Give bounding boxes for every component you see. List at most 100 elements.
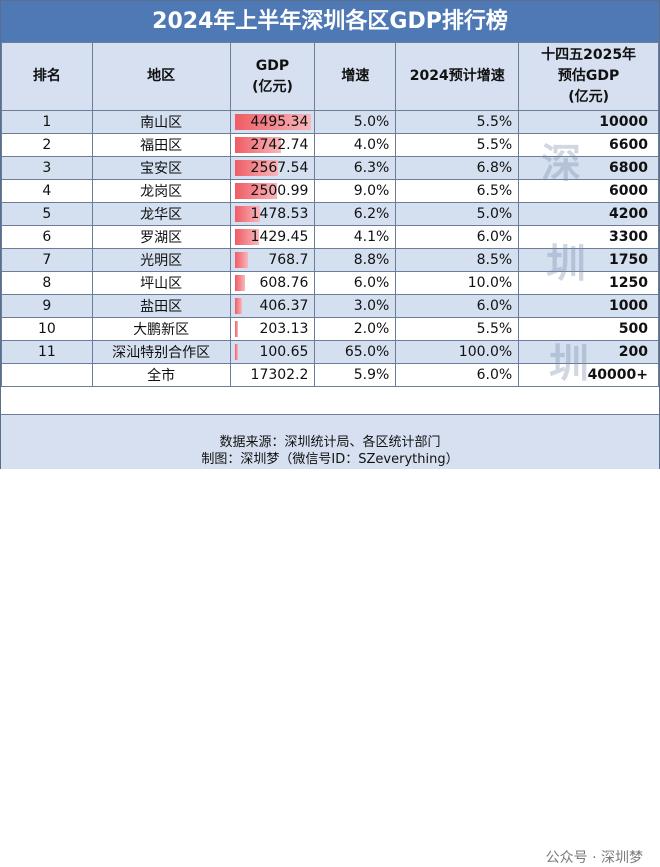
account-watermark: 公众号 · 深圳梦 xyxy=(545,850,643,866)
table-row: 6 罗湖区 1429.45 4.1% 6.0% 3300 xyxy=(1,225,659,249)
growth-cell: 4.0% xyxy=(314,133,397,157)
header-rank: 排名 xyxy=(1,42,93,111)
gdp-bar xyxy=(234,114,311,130)
growth-cell: 2.0% xyxy=(314,317,397,341)
district-cell: 坪山区 xyxy=(91,271,231,295)
rank-cell: 6 xyxy=(1,225,93,249)
estimate-cell: 1250 xyxy=(518,271,659,295)
rank-cell: 1 xyxy=(1,110,93,134)
gdp-bar xyxy=(234,229,259,245)
forecast-cell: 8.5% xyxy=(395,248,520,272)
growth-cell: 6.0% xyxy=(314,271,397,295)
estimate-cell: 6600 xyxy=(518,133,659,157)
estimate-cell: 6800 xyxy=(518,156,659,180)
gdp-cell: 2567.54 xyxy=(229,156,316,180)
district-cell: 龙华区 xyxy=(91,202,231,226)
header-gdp-line1: GDP xyxy=(255,57,290,74)
total-growth-cell: 5.9% xyxy=(314,363,397,387)
gdp-bar xyxy=(234,252,248,268)
gdp-cell: 608.76 xyxy=(229,271,316,295)
gdp-cell: 2500.99 xyxy=(229,179,316,203)
header-growth: 增速 xyxy=(314,42,397,111)
gdp-cell: 4495.34 xyxy=(229,110,316,134)
total-rank-cell xyxy=(1,363,93,387)
rank-cell: 8 xyxy=(1,271,93,295)
growth-cell: 6.2% xyxy=(314,202,397,226)
estimate-cell: 500 xyxy=(518,317,659,341)
growth-cell: 8.8% xyxy=(314,248,397,272)
gdp-bar xyxy=(234,183,277,199)
district-cell: 大鹏新区 xyxy=(91,317,231,341)
gdp-value: 4495.34 xyxy=(250,114,309,130)
header-est-line1: 十四五2025年 xyxy=(541,47,637,63)
gdp-value: 2567.54 xyxy=(250,160,309,176)
estimate-cell: 200 xyxy=(518,340,659,364)
forecast-cell: 6.0% xyxy=(395,294,520,318)
footer-author: 制图：深圳梦（微信号ID：SZeverything） xyxy=(201,452,459,467)
growth-cell: 6.3% xyxy=(314,156,397,180)
gdp-bar xyxy=(234,298,242,314)
table-row: 2 福田区 2742.74 4.0% 5.5% 6600 xyxy=(1,133,659,157)
estimate-cell: 1750 xyxy=(518,248,659,272)
rank-cell: 7 xyxy=(1,248,93,272)
gdp-cell: 1478.53 xyxy=(229,202,316,226)
table-row: 11 深汕特别合作区 100.65 65.0% 100.0% 200 xyxy=(1,340,659,364)
rank-cell: 3 xyxy=(1,156,93,180)
table-row: 1 南山区 4495.34 5.0% 5.5% 10000 xyxy=(1,110,659,134)
growth-cell: 5.0% xyxy=(314,110,397,134)
estimate-cell: 10000 xyxy=(518,110,659,134)
district-cell: 宝安区 xyxy=(91,156,231,180)
district-cell: 盐田区 xyxy=(91,294,231,318)
rank-cell: 9 xyxy=(1,294,93,318)
gdp-value: 1429.45 xyxy=(250,229,309,245)
forecast-cell: 6.0% xyxy=(395,225,520,249)
rank-cell: 5 xyxy=(1,202,93,226)
watermark-zhen-2: 圳 xyxy=(549,341,589,387)
footer: 数据来源：深圳统计局、各区统计部门 制图：深圳梦（微信号ID：SZeveryth… xyxy=(1,414,659,866)
total-forecast-cell: 6.0% xyxy=(395,363,520,387)
gdp-cell: 203.13 xyxy=(229,317,316,341)
table-body: 1 南山区 4495.34 5.0% 5.5% 10000 2 福田区 2742… xyxy=(1,110,659,387)
forecast-cell: 5.0% xyxy=(395,202,520,226)
gdp-bar xyxy=(234,321,238,337)
growth-cell: 65.0% xyxy=(314,340,397,364)
gdp-value: 608.76 xyxy=(259,275,309,291)
rank-cell: 2 xyxy=(1,133,93,157)
gdp-cell: 2742.74 xyxy=(229,133,316,157)
gdp-value: 100.65 xyxy=(259,344,309,360)
forecast-cell: 6.8% xyxy=(395,156,520,180)
table-row: 8 坪山区 608.76 6.0% 10.0% 1250 xyxy=(1,271,659,295)
gdp-value: 1478.53 xyxy=(250,206,309,222)
rank-cell: 11 xyxy=(1,340,93,364)
estimate-cell: 6000 xyxy=(518,179,659,203)
gdp-bar xyxy=(234,137,281,153)
growth-cell: 9.0% xyxy=(314,179,397,203)
growth-cell: 3.0% xyxy=(314,294,397,318)
gdp-bar xyxy=(234,275,245,291)
forecast-cell: 5.5% xyxy=(395,317,520,341)
gdp-value: 203.13 xyxy=(259,321,309,337)
forecast-cell: 6.5% xyxy=(395,179,520,203)
header-row: 排名 地区 GDP (亿元) 增速 2024预计增速 十四五2025年 预估GD… xyxy=(1,42,659,111)
estimate-cell: 3300 xyxy=(518,225,659,249)
header-forecast: 2024预计增速 xyxy=(395,42,520,111)
gdp-cell: 768.7 xyxy=(229,248,316,272)
header-gdp: GDP (亿元) xyxy=(229,42,316,111)
header-est-line2: 预估GDP xyxy=(557,68,620,84)
table-row: 4 龙岗区 2500.99 9.0% 6.5% 6000 xyxy=(1,179,659,203)
watermark-shen: 深 xyxy=(541,141,581,187)
district-cell: 罗湖区 xyxy=(91,225,231,249)
district-cell: 龙岗区 xyxy=(91,179,231,203)
gdp-value: 406.37 xyxy=(259,298,309,314)
district-cell: 南山区 xyxy=(91,110,231,134)
total-estimate-cell: 40000+ xyxy=(518,363,659,387)
estimate-cell: 4200 xyxy=(518,202,659,226)
total-district-cell: 全市 xyxy=(91,363,231,387)
gdp-bar xyxy=(234,160,278,176)
total-gdp-cell: 17302.2 xyxy=(229,363,316,387)
page-title: 2024年上半年深圳各区GDP排行榜 xyxy=(1,1,659,43)
gdp-value: 2742.74 xyxy=(250,137,309,153)
forecast-cell: 5.5% xyxy=(395,110,520,134)
gdp-bar xyxy=(234,206,260,222)
